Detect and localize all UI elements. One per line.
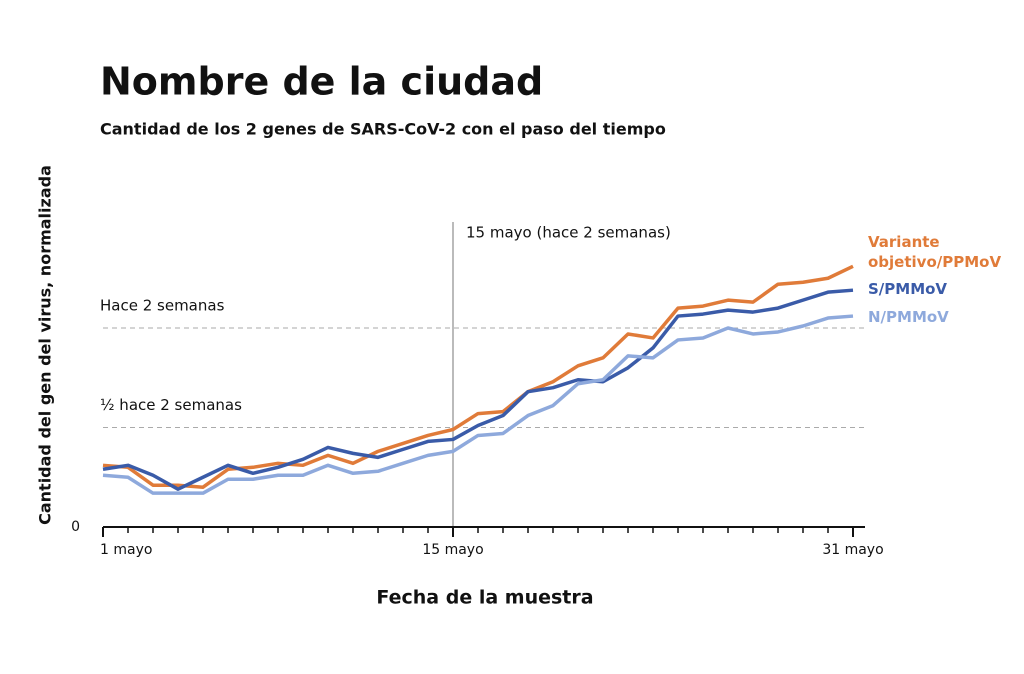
- series-line: [102, 288, 854, 491]
- x-tick-label: 1 mayo: [100, 542, 152, 558]
- reference-label: ½ hace 2 semanas: [100, 396, 242, 414]
- series-line: [102, 264, 854, 489]
- annotation-label: 15 mayo (hace 2 semanas): [466, 224, 671, 242]
- x-tick-label: 31 mayo: [822, 542, 883, 558]
- reference-label: Hace 2 semanas: [100, 297, 225, 315]
- y-axis-label: Cantidad del gen del virus, normalizada: [36, 165, 55, 525]
- chart-title: Nombre de la ciudad: [100, 60, 543, 104]
- y-tick-label: 0: [71, 519, 80, 535]
- x-tick-label: 15 mayo: [422, 542, 483, 558]
- chart-subtitle: Cantidad de los 2 genes de SARS-CoV-2 co…: [100, 120, 666, 139]
- legend-label: S/PMMoV: [868, 280, 948, 298]
- legend-label: N/PMMoV: [868, 308, 949, 326]
- series-line: [102, 314, 854, 495]
- x-axis-label: Fecha de la muestra: [376, 587, 593, 609]
- legend-label: Variante objetivo/PPMoV: [868, 233, 1002, 271]
